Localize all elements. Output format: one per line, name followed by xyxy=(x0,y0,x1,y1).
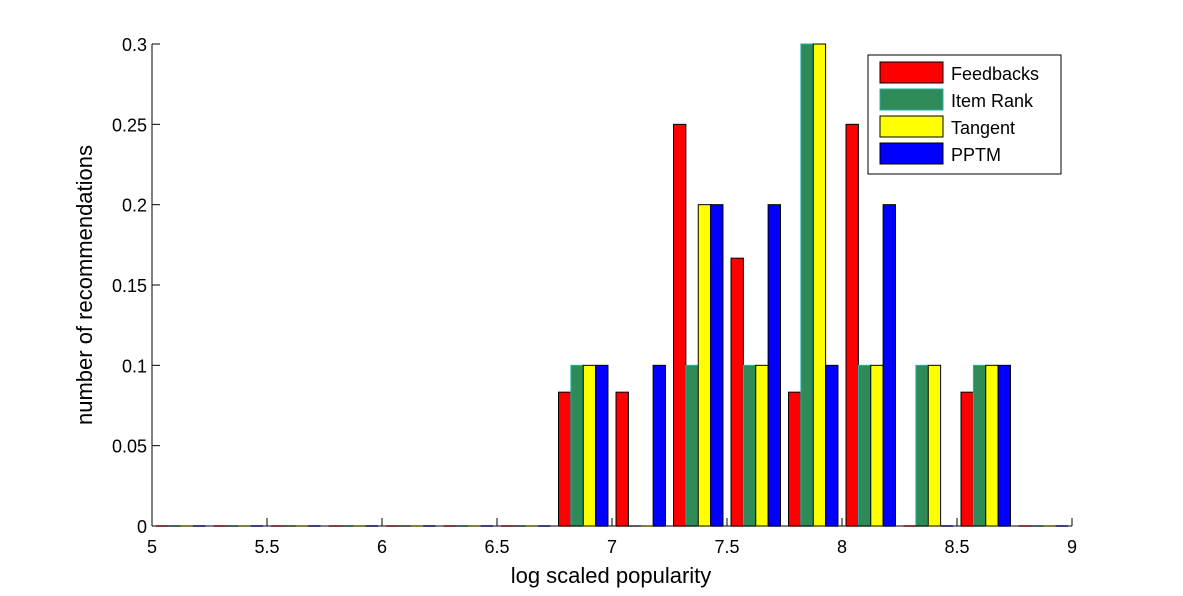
y-tick-label: 0.15 xyxy=(112,276,147,296)
legend-label: Item Rank xyxy=(951,91,1034,111)
bar-item-rank xyxy=(800,43,814,527)
x-tick-label: 5.5 xyxy=(254,537,279,557)
x-tick-label: 7.5 xyxy=(714,537,739,557)
bar-tangent xyxy=(927,364,942,527)
legend-label: PPTM xyxy=(951,145,1001,165)
bar-item-rank xyxy=(857,364,872,527)
bar-tangent xyxy=(812,43,827,527)
y-tick-label: 0 xyxy=(137,517,147,537)
bar-item-rank xyxy=(685,364,699,527)
bar-item-rank xyxy=(570,364,584,527)
bar-feedbacks xyxy=(788,391,802,527)
legend-label: Feedbacks xyxy=(951,64,1039,84)
bar-feedbacks xyxy=(730,257,744,527)
bar-feedbacks xyxy=(558,391,572,527)
x-tick-label: 8.5 xyxy=(944,537,969,557)
bar-tangent xyxy=(985,364,999,527)
bar-feedbacks xyxy=(673,123,687,527)
x-tick-label: 8 xyxy=(837,537,847,557)
y-axis-ticks: 0 0.05 0.1 0.15 0.2 0.25 0.3 xyxy=(112,35,160,537)
bar-pptm xyxy=(710,204,724,527)
x-tick-label: 6.5 xyxy=(484,537,509,557)
x-axis-label: log scaled popularity xyxy=(511,563,712,588)
y-axis-label: number of recommendations xyxy=(72,145,97,425)
bar-item-rank xyxy=(972,364,987,527)
bar-pptm xyxy=(595,364,609,527)
x-tick-label: 6 xyxy=(377,537,387,557)
bar-pptm xyxy=(767,204,781,527)
y-tick-label: 0.3 xyxy=(122,35,147,55)
legend: Feedbacks Item Rank Tangent PPTM xyxy=(867,54,1062,175)
legend-label: Tangent xyxy=(951,118,1015,138)
y-tick-label: 0.2 xyxy=(122,196,147,216)
bar-pptm xyxy=(825,364,839,527)
bar-tangent xyxy=(697,204,712,527)
legend-swatch xyxy=(879,142,944,165)
y-tick-label: 0.05 xyxy=(112,437,147,457)
bar-pptm xyxy=(997,364,1011,527)
bar-item-rank xyxy=(915,364,929,527)
bar-tangent xyxy=(582,364,597,527)
bar-feedbacks xyxy=(845,123,859,527)
y-tick-label: 0.1 xyxy=(122,356,147,376)
legend-swatch xyxy=(879,61,944,84)
legend-swatch xyxy=(879,88,944,111)
x-tick-label: 9 xyxy=(1067,537,1077,557)
bar-pptm xyxy=(882,204,896,527)
bar-feedbacks xyxy=(615,391,629,527)
x-axis-ticks: 5 5.5 6 6.5 7 7.5 8 8.5 9 xyxy=(147,518,1077,557)
bar-feedbacks xyxy=(960,391,974,527)
y-tick-label: 0.25 xyxy=(112,115,147,135)
bar-tangent xyxy=(755,364,769,527)
legend-swatch xyxy=(879,115,944,138)
bar-pptm xyxy=(652,364,666,527)
bar-tangent xyxy=(870,364,884,527)
x-tick-label: 7 xyxy=(607,537,617,557)
x-tick-label: 5 xyxy=(147,537,157,557)
bar-item-rank xyxy=(742,364,757,527)
